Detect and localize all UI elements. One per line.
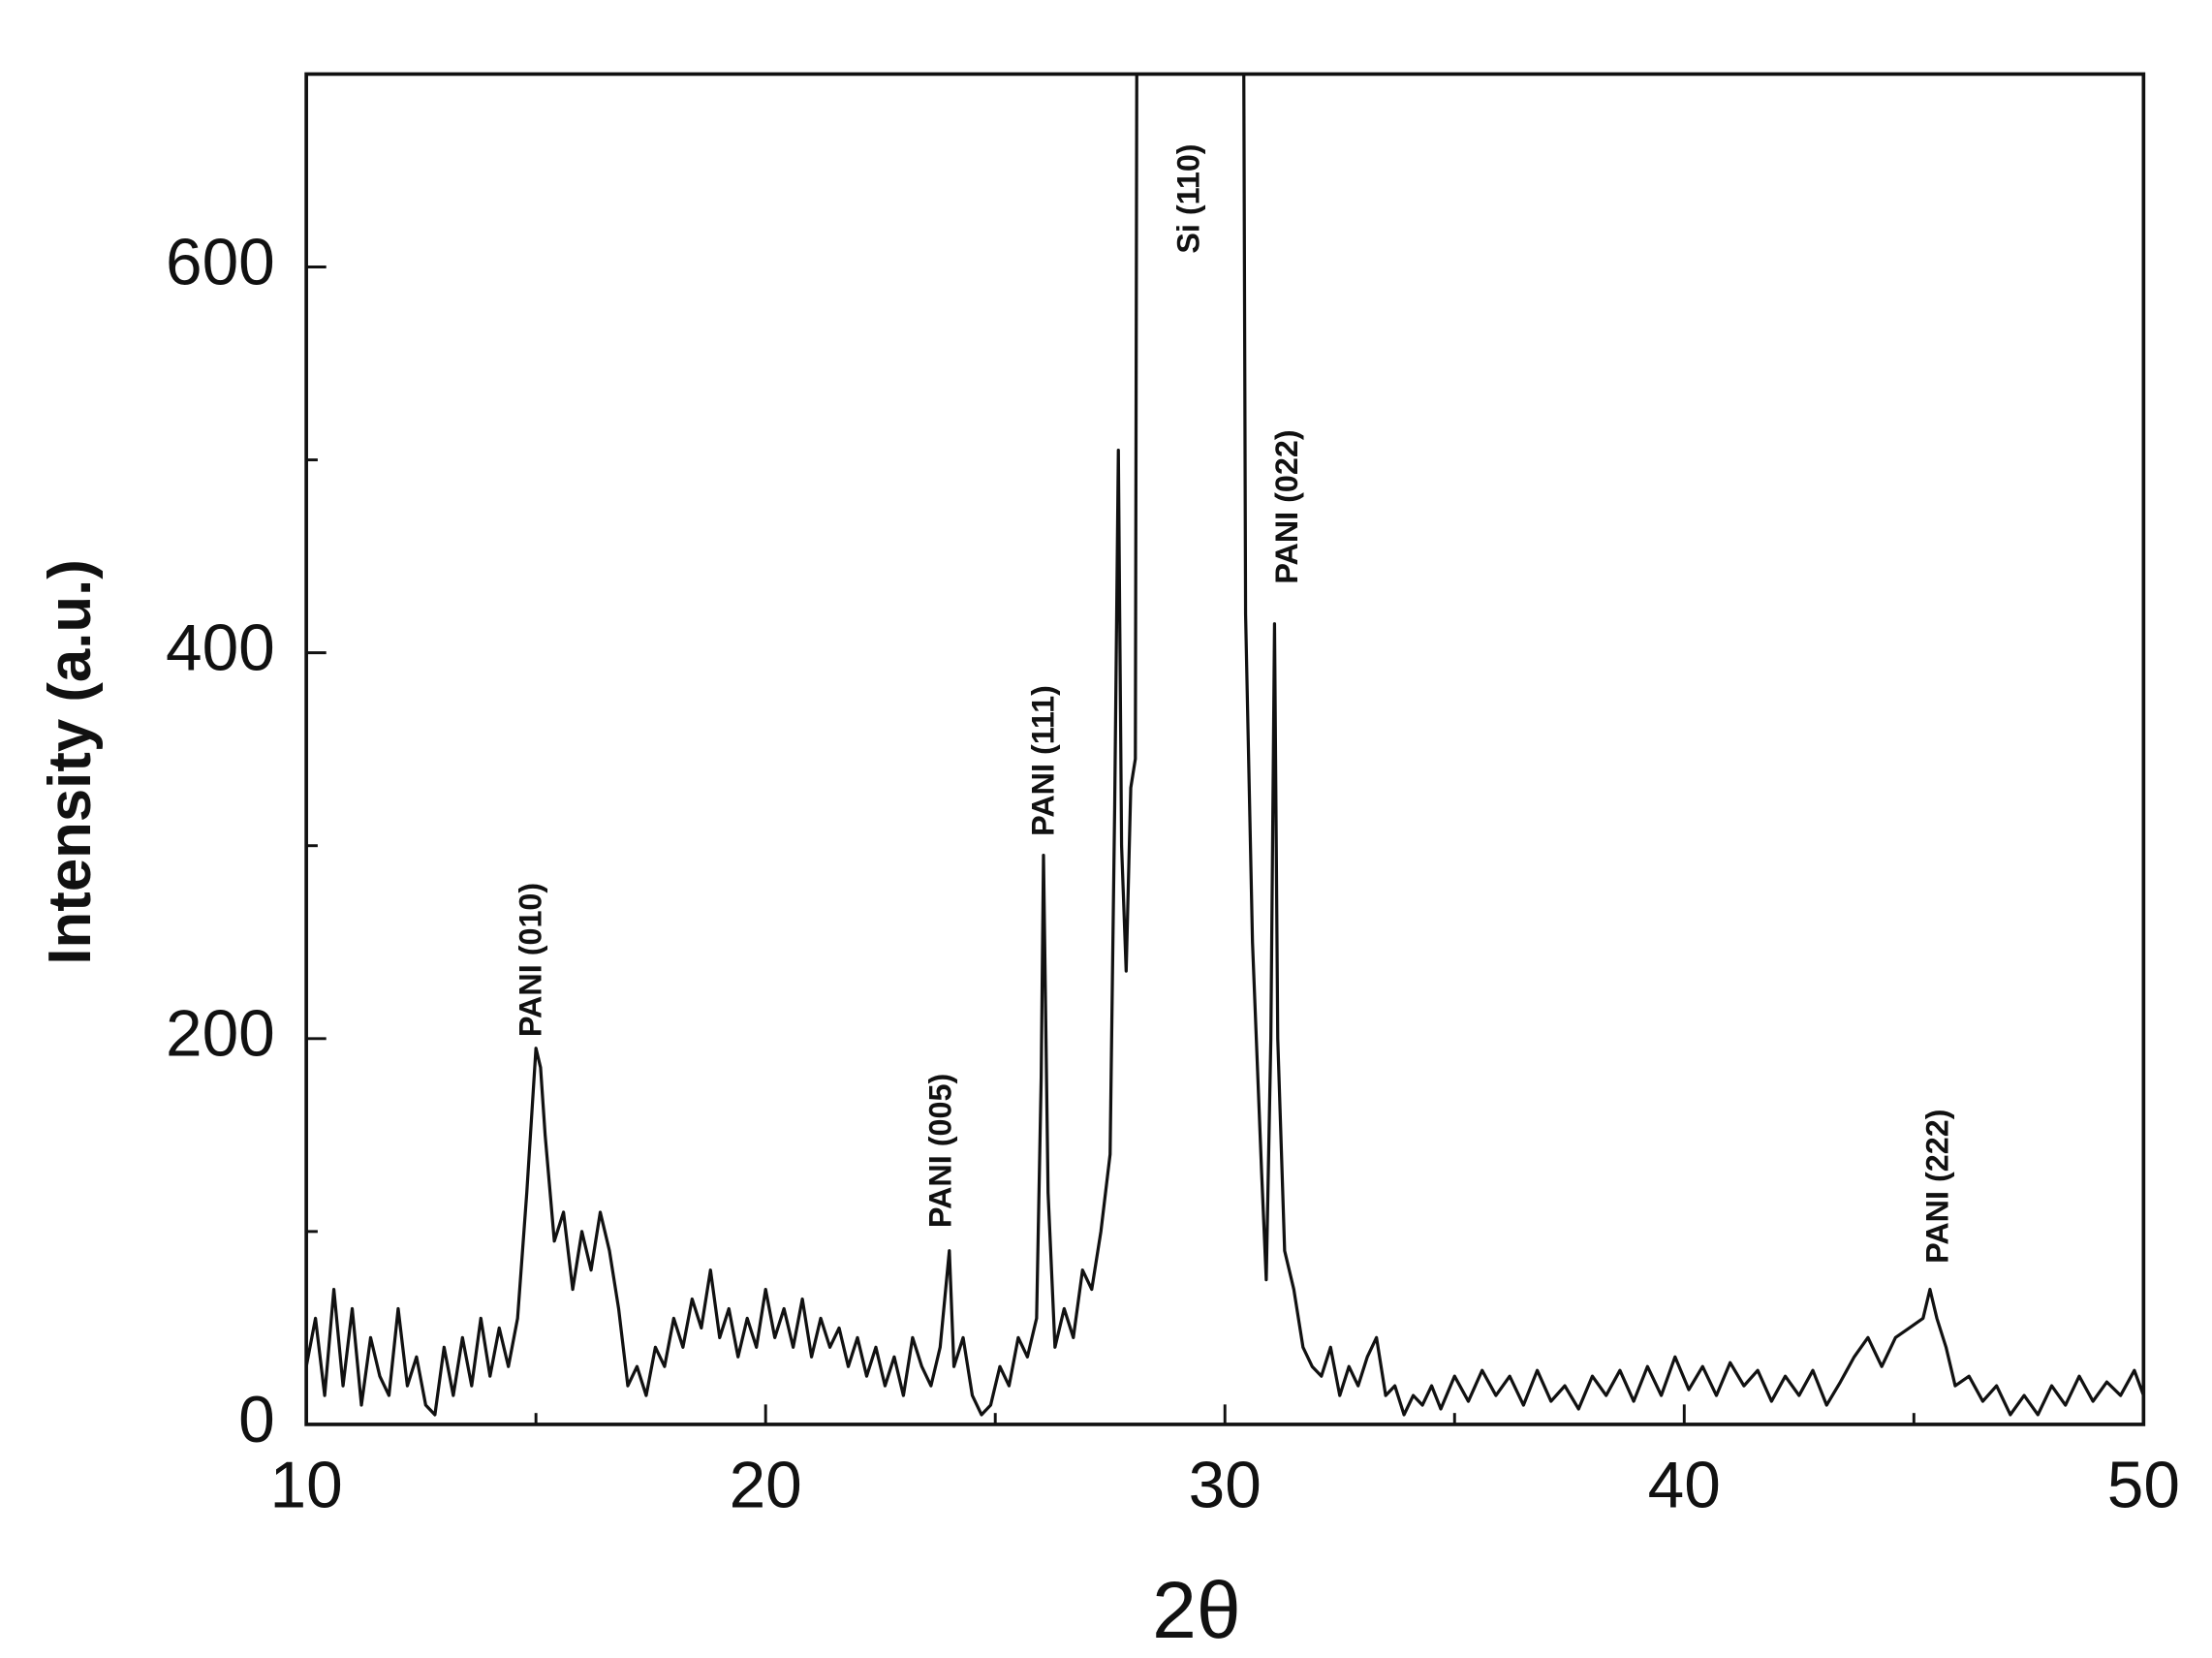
- y-axis-label: Intensity (a.u.): [37, 559, 104, 964]
- y-tick-label: 200: [166, 998, 275, 1071]
- x-tick-label: 30: [1189, 1449, 1262, 1521]
- plot-frame: [304, 72, 2146, 1426]
- peak-annotation: PANI (111): [1026, 685, 1061, 836]
- y-tick-label: 400: [166, 612, 275, 685]
- y-tick-label: 600: [166, 226, 275, 298]
- peak-annotation: PANI (005): [923, 1074, 958, 1228]
- x-tick-label: 20: [730, 1449, 802, 1521]
- peak-annotation: Si (110): [1171, 143, 1206, 253]
- x-axis-label: 2θ: [1152, 1566, 1241, 1655]
- peak-annotation: PANI (010): [513, 883, 547, 1037]
- x-tick-label: 10: [270, 1449, 343, 1521]
- intensity-line: [306, 74, 2144, 1417]
- y-tick-label: 0: [238, 1384, 275, 1456]
- peak-annotation: PANI (222): [1920, 1110, 1955, 1264]
- peak-annotation: PANI (022): [1269, 429, 1304, 583]
- x-tick-label: 50: [2107, 1449, 2180, 1521]
- x-tick-label: 40: [1648, 1449, 1721, 1521]
